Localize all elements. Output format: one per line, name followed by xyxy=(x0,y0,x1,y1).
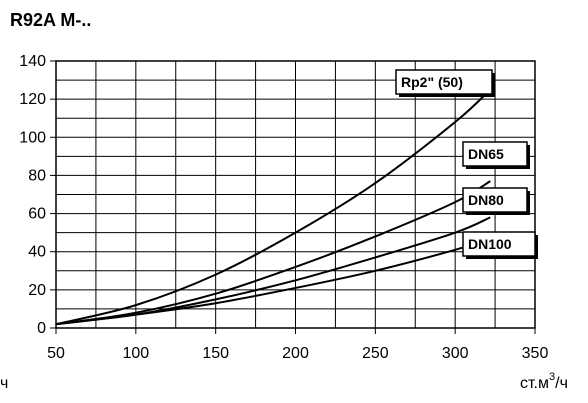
series-lines xyxy=(55,88,491,326)
axes xyxy=(50,60,536,334)
x-tick-label: 200 xyxy=(282,345,309,362)
x-axis-label-prefix: ст.м xyxy=(520,375,549,392)
callout-box xyxy=(462,231,536,257)
callout-1: DN65 xyxy=(462,141,530,169)
x-axis-label: ст.м3/ч xyxy=(520,371,568,392)
series-label: DN65 xyxy=(468,146,504,162)
callout-box xyxy=(395,69,493,95)
x-axis-label-suffix: /ч xyxy=(555,375,568,392)
y-tick-label: 140 xyxy=(19,53,46,70)
chart-title: R92A M-.. xyxy=(10,10,92,30)
series-label: Rp2" (50) xyxy=(401,74,463,90)
x-tick-label: 350 xyxy=(522,345,549,362)
y-tick-label: 40 xyxy=(28,244,46,261)
y-tick-label: 20 xyxy=(28,282,46,299)
x-tick-label: 250 xyxy=(362,345,389,362)
series-label: DN100 xyxy=(468,236,512,252)
x-axis-label-sup: 3 xyxy=(549,371,555,383)
callout-box xyxy=(462,187,528,213)
series-callouts: Rp2" (50) DN65 DN80 DN100 xyxy=(395,69,538,259)
y-tick-label: 80 xyxy=(28,167,46,184)
series-line-0 xyxy=(55,88,491,326)
callout-box xyxy=(462,141,528,167)
callout-3: DN100 xyxy=(462,231,538,259)
callout-2: DN80 xyxy=(462,187,530,215)
y-tick-label: 120 xyxy=(19,91,46,108)
y-tick-label: 60 xyxy=(28,206,46,223)
series-line-3 xyxy=(55,237,491,326)
tick-labels: 0 20 40 60 80 100 120 140 50 100 150 200 250 300 350 xyxy=(19,53,548,362)
series-label: DN80 xyxy=(468,192,504,208)
y-tick-label: 0 xyxy=(37,320,46,337)
y-tick-label: 100 xyxy=(19,129,46,146)
callout-0: Rp2" (50) xyxy=(395,69,495,97)
x-tick-label: 300 xyxy=(442,345,469,362)
series-line-1 xyxy=(55,180,491,326)
x-tick-label: 150 xyxy=(202,345,229,362)
x-axis-left-fragment: ч xyxy=(0,375,8,392)
x-tick-label: 100 xyxy=(122,345,149,362)
x-tick-label: 50 xyxy=(47,345,65,362)
